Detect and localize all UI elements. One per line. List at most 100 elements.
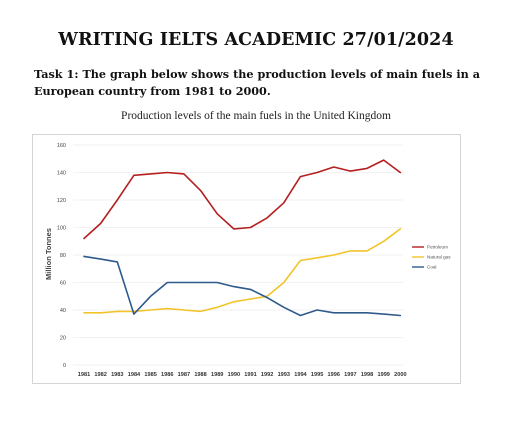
chart-title: Production levels of the main fuels in t… bbox=[121, 110, 391, 122]
x-tick-label: 1994 bbox=[294, 372, 307, 378]
data-point bbox=[383, 160, 384, 161]
data-point bbox=[333, 166, 334, 167]
legend: Petroleum Natural gas Coal bbox=[412, 245, 451, 270]
y-tick-label: 80 bbox=[60, 253, 66, 259]
data-point bbox=[200, 190, 201, 191]
series-lines bbox=[83, 159, 402, 317]
data-point bbox=[167, 308, 168, 309]
x-tick-label: 1992 bbox=[261, 372, 273, 378]
x-tick-label: 1987 bbox=[178, 372, 190, 378]
data-point bbox=[133, 314, 134, 315]
data-point bbox=[150, 173, 151, 174]
data-point bbox=[250, 227, 251, 228]
grid-lines bbox=[73, 144, 403, 366]
data-point bbox=[366, 312, 367, 313]
x-tick-label: 1998 bbox=[361, 372, 373, 378]
x-tick-label: 1986 bbox=[161, 372, 173, 378]
data-point bbox=[350, 171, 351, 172]
y-tick-label: 60 bbox=[60, 281, 66, 287]
series-line-petroleum bbox=[83, 159, 402, 240]
data-point bbox=[217, 282, 218, 283]
x-tick-label: 1993 bbox=[278, 372, 290, 378]
x-tick-label: 1999 bbox=[377, 372, 389, 378]
x-tick-label: 1990 bbox=[228, 372, 240, 378]
data-point bbox=[333, 254, 334, 255]
series-line-natural-gas bbox=[83, 228, 402, 314]
data-point bbox=[283, 307, 284, 308]
data-point bbox=[350, 250, 351, 251]
x-tick-label: 1989 bbox=[211, 372, 223, 378]
data-point bbox=[283, 282, 284, 283]
data-point bbox=[300, 176, 301, 177]
data-point bbox=[267, 297, 268, 298]
y-tick-label: 20 bbox=[60, 336, 66, 342]
data-point bbox=[183, 309, 184, 310]
data-point bbox=[83, 238, 84, 239]
data-point bbox=[217, 307, 218, 308]
data-point bbox=[383, 241, 384, 242]
data-point bbox=[200, 282, 201, 283]
x-tick-label: 1991 bbox=[244, 372, 256, 378]
data-point bbox=[83, 256, 84, 257]
x-tick-label: 1996 bbox=[328, 372, 340, 378]
x-axis-ticks: 1981 1982 1983 1984 1985 1986 1987 1988 1989 1990… bbox=[78, 372, 407, 378]
data-point bbox=[217, 213, 218, 214]
data-point bbox=[250, 298, 251, 299]
data-point bbox=[350, 312, 351, 313]
data-point bbox=[200, 311, 201, 312]
y-tick-label: 120 bbox=[57, 198, 66, 204]
data-point bbox=[400, 228, 401, 229]
data-point bbox=[167, 172, 168, 173]
data-point bbox=[400, 315, 401, 316]
task-description: Task 1: The graph below shows the produc… bbox=[34, 67, 480, 98]
data-point bbox=[233, 228, 234, 229]
data-point bbox=[300, 260, 301, 261]
data-point bbox=[233, 286, 234, 287]
data-point bbox=[117, 261, 118, 262]
y-tick-label: 0 bbox=[63, 363, 66, 369]
series-line-coal bbox=[83, 255, 402, 317]
data-point bbox=[317, 257, 318, 258]
y-axis-label: Million Tonnes bbox=[44, 228, 53, 280]
legend-label: Petroleum bbox=[427, 245, 448, 250]
data-point bbox=[100, 312, 101, 313]
data-point bbox=[100, 259, 101, 260]
y-tick-label: 140 bbox=[57, 171, 66, 177]
data-point bbox=[233, 301, 234, 302]
data-point bbox=[117, 311, 118, 312]
data-point bbox=[366, 168, 367, 169]
data-point bbox=[150, 296, 151, 297]
data-point bbox=[100, 223, 101, 224]
data-point bbox=[150, 309, 151, 310]
data-point bbox=[183, 282, 184, 283]
page-heading: WRITING IELTS ACADEMIC 27/01/2024 bbox=[58, 30, 454, 50]
x-tick-label: 1984 bbox=[128, 372, 141, 378]
data-point bbox=[267, 217, 268, 218]
chart-frame bbox=[32, 134, 461, 384]
x-tick-label: 1988 bbox=[194, 372, 206, 378]
y-axis-ticks: 0 20 40 60 80 100 120 140 160 bbox=[57, 143, 66, 369]
y-tick-label: 160 bbox=[57, 143, 66, 149]
x-tick-label: 1981 bbox=[78, 372, 90, 378]
data-point bbox=[133, 175, 134, 176]
data-point bbox=[167, 282, 168, 283]
x-tick-label: 1985 bbox=[144, 372, 156, 378]
y-tick-label: 40 bbox=[60, 308, 66, 314]
data-point bbox=[283, 202, 284, 203]
data-point bbox=[317, 172, 318, 173]
x-tick-label: 2000 bbox=[394, 372, 406, 378]
data-point bbox=[383, 314, 384, 315]
legend-label: Natural gas bbox=[427, 255, 451, 260]
x-tick-label: 1983 bbox=[111, 372, 123, 378]
data-point bbox=[83, 312, 84, 313]
data-point bbox=[300, 315, 301, 316]
x-tick-label: 1997 bbox=[344, 372, 356, 378]
x-tick-label: 1995 bbox=[311, 372, 323, 378]
data-point bbox=[183, 173, 184, 174]
data-point bbox=[250, 289, 251, 290]
data-point bbox=[317, 309, 318, 310]
y-tick-label: 100 bbox=[57, 226, 66, 232]
data-point bbox=[400, 172, 401, 173]
data-point bbox=[117, 199, 118, 200]
